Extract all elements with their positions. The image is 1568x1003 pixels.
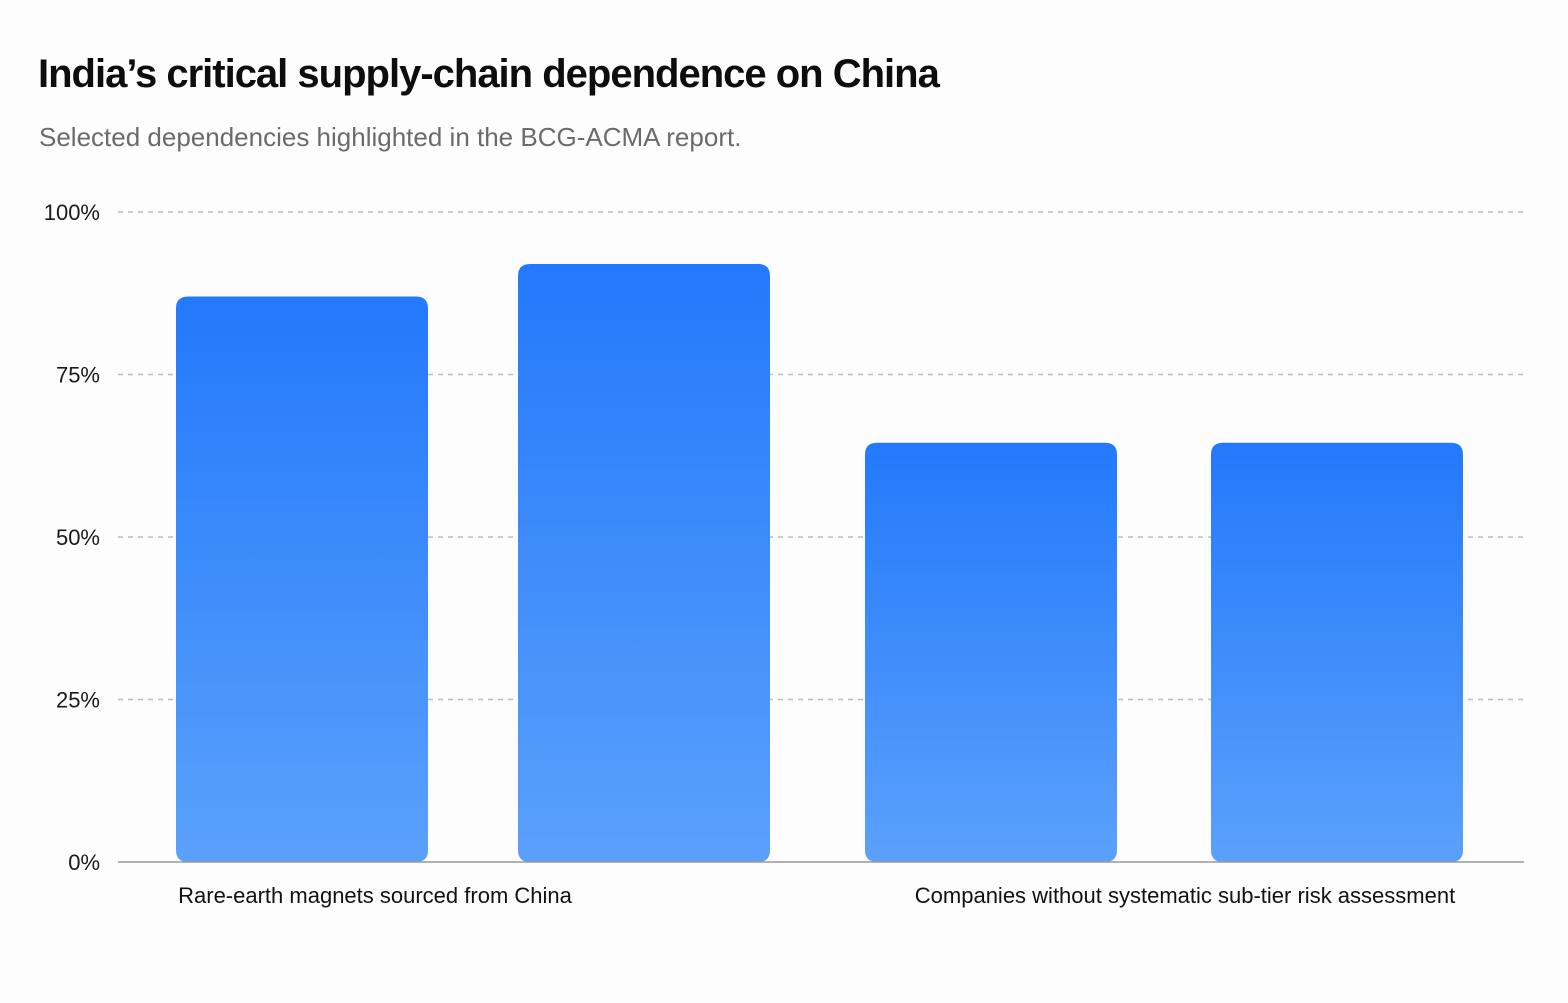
x-category-label-1: Rare-earth magnets sourced from China [178, 883, 572, 908]
y-tick-label-75: 75% [56, 363, 100, 388]
bars [176, 264, 1463, 862]
y-tick-label-25: 25% [56, 688, 100, 713]
y-tick-label-0: 0% [68, 850, 100, 875]
axes: 0% 25% 50% 75% 100% Rare-earth magnets source… [44, 200, 1524, 908]
x-category-label-2: Companies without systematic sub-tier ri… [915, 883, 1455, 908]
chart-subtitle: Selected dependencies highlighted in the… [39, 122, 742, 152]
bar-1 [176, 296, 428, 862]
chart-title: India’s critical supply-chain dependence… [38, 52, 940, 96]
bar-3 [865, 442, 1117, 862]
y-tick-label-50: 50% [56, 525, 100, 550]
bar-2 [518, 264, 770, 862]
bar-4 [1211, 442, 1463, 862]
y-tick-label-100: 100% [44, 200, 100, 225]
